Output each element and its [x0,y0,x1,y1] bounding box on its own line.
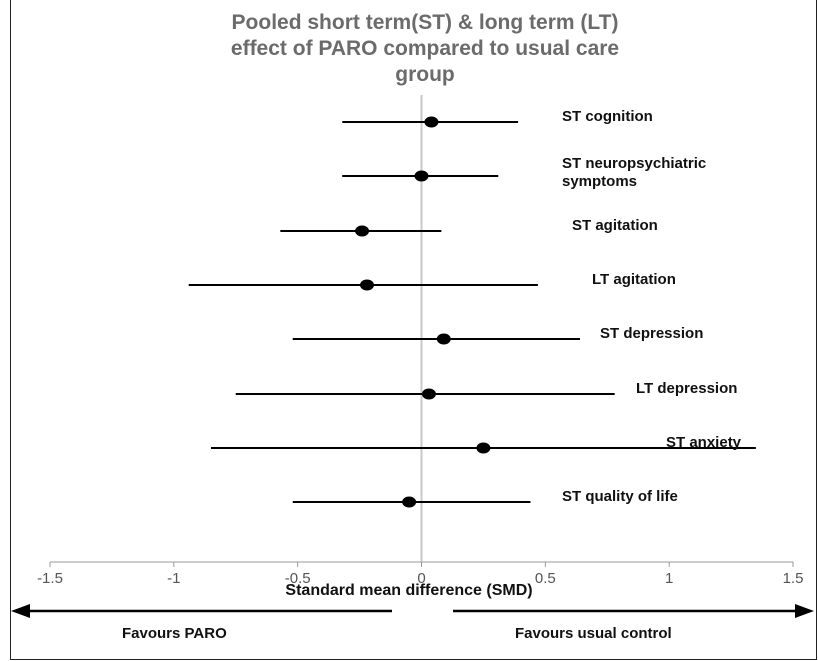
row-label: ST agitation [572,217,658,234]
point-estimate [421,388,436,400]
row-label: ST cognition [562,108,653,125]
point-estimate [414,170,429,182]
row-label: ST neuropsychiatric symptoms [562,155,706,190]
point-estimate [476,442,491,454]
chart-frame [10,0,817,660]
x-tick-label: 0 [417,570,425,587]
chart-title: Pooled short term(ST) & long term (LT) e… [230,11,620,86]
x-tick-label: -1.5 [37,570,63,587]
x-tick-label: -1 [167,570,180,587]
point-estimate [436,333,451,345]
row-label: LT depression [636,380,737,397]
point-estimate [402,496,417,508]
row-label: ST anxiety [666,434,742,451]
x-tick-label: 1 [665,570,673,587]
favours-right-label: Favours usual control [515,625,672,642]
point-estimate [424,116,439,128]
row-label: ST depression [600,325,703,342]
point-estimate [355,225,370,237]
favours-left-arrowhead [11,604,30,618]
row-label: ST quality of life [562,488,678,505]
favours-right-arrowhead [795,604,814,618]
x-axis-label: Standard mean difference (SMD) [285,582,533,599]
favours-left-label: Favours PARO [122,625,227,642]
x-tick-label: -0.5 [285,570,311,587]
x-tick-label: 1.5 [783,570,804,587]
row-label: LT agitation [592,271,676,288]
point-estimate [360,279,375,291]
x-tick-label: 0.5 [535,570,556,587]
